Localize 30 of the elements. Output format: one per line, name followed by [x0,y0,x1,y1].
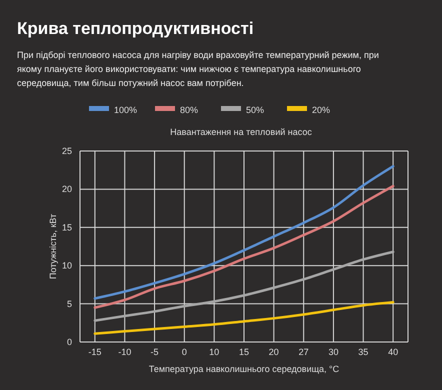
legend-title: Навантаження на тепловий насос [170,127,312,137]
y-axis-title: Потужність, кВт [48,214,58,280]
x-tick-label: 27 [298,347,309,357]
y-tick-label: 15 [62,222,72,232]
y-tick-label: 25 [62,146,72,156]
line-series [94,165,394,300]
y-tick-label: 0 [66,337,72,347]
line-series [94,184,394,309]
legend-label: 100% [114,105,138,115]
y-tick-label: 20 [62,184,72,194]
x-tick-label: -15 [88,347,102,357]
x-tick-label: -5 [150,347,159,357]
x-tick-label: 10 [209,347,220,357]
chart-title: Крива теплопродуктивності [17,19,254,38]
x-axis-title: Температура навколишнього середовища, °C [148,364,340,374]
x-tick-label: -10 [118,347,132,357]
legend-label: 50% [246,105,264,115]
legend-label: 80% [180,105,198,115]
x-tick-label: 30 [328,347,338,357]
y-tick-label: 10 [62,260,72,271]
x-tick-label: 40 [388,347,398,357]
x-tick-label: 35 [358,347,368,357]
y-tick-label: 5 [66,298,72,309]
legend-label: 20% [312,105,330,115]
line-series [94,250,394,322]
x-tick-label: 20 [268,347,279,357]
x-tick-label: 15 [238,347,250,357]
line-series [94,301,394,335]
chart-subtitle: При підборі теплового насоса для нагріву води враховуйте температурний режим, при якому плануєте його використовувати: чим нижчою є температура навколишнього середовища, тим більш потужний насос вам потрібен. [17,50,379,88]
x-tick-label: 0 [182,347,187,357]
